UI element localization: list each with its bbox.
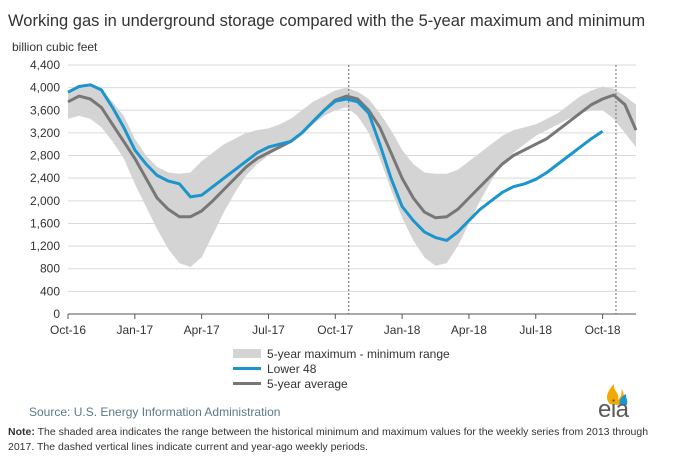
legend-label-lower48: Lower 48: [267, 361, 317, 376]
x-tick-label: Oct-16: [50, 323, 86, 337]
x-tick-label: Oct-17: [317, 323, 353, 337]
note-text: The shaded area indicates the range betw…: [8, 426, 649, 453]
chart-note: Note: The shaded area indicates the rang…: [8, 425, 658, 455]
five-year-average-line: [67, 93, 638, 220]
logo-wordmark: eia: [598, 396, 629, 423]
y-tick-label: 1,600: [30, 216, 60, 230]
legend-label-range: 5-year maximum - minimum range: [267, 346, 450, 361]
x-tick-label: Apr-17: [184, 323, 220, 337]
legend-item-avg: 5-year average: [233, 376, 450, 391]
x-tick-label: Jan-17: [116, 323, 153, 337]
legend-item-range: 5-year maximum - minimum range: [233, 346, 450, 361]
legend-label-avg: 5-year average: [267, 376, 348, 391]
y-axis-ticks: 0 400 800 1,200 1,600 2,000 2,400 2,800 3,200 3,6…: [30, 58, 60, 321]
x-tick-label: Jul-17: [252, 323, 285, 337]
y-axis-unit-label: billion cubic feet: [12, 40, 98, 54]
x-tick-label: Jan-18: [384, 323, 421, 337]
dashed-period-lines: [348, 65, 617, 314]
legend-swatch-lower48: [233, 367, 261, 370]
y-tick-label: 0: [53, 307, 60, 321]
chart-title: Working gas in underground storage compa…: [8, 12, 646, 30]
y-tick-label: 4,000: [30, 81, 60, 95]
y-tick-label: 3,200: [30, 126, 60, 140]
y-tick-label: 2,800: [30, 149, 60, 163]
y-tick-label: 800: [40, 262, 60, 276]
note-label: Note:: [8, 426, 35, 438]
chart-legend: 5-year maximum - minimum range Lower 48 …: [233, 346, 450, 391]
y-tick-label: 4,400: [30, 58, 60, 72]
storage-chart: 0 400 800 1,200 1,600 2,000 2,400 2,800 3,200 3,6…: [30, 58, 638, 337]
legend-swatch-range: [233, 349, 261, 358]
eia-logo: eia: [596, 380, 646, 424]
y-tick-label: 3,600: [30, 103, 60, 117]
y-tick-label: 1,200: [30, 239, 60, 253]
x-tick-label: Oct-18: [585, 323, 621, 337]
y-tick-label: 2,000: [30, 194, 60, 208]
y-tick-label: 400: [40, 284, 60, 298]
y-tick-label: 2,400: [30, 171, 60, 185]
x-axis-ticks: Oct-16 Jan-17 Apr-17 Jul-17 Oct-17 Jan-18 Apr-…: [50, 314, 621, 337]
five-year-range-area: [68, 84, 636, 267]
x-tick-label: Jul-18: [519, 323, 552, 337]
lower48-line: [67, 83, 604, 242]
flame-icon: [607, 384, 628, 405]
x-tick-label: Apr-18: [451, 323, 487, 337]
source-credit: Source: U.S. Energy Information Administ…: [29, 405, 281, 419]
legend-swatch-avg: [233, 382, 261, 385]
legend-item-lower48: Lower 48: [233, 361, 450, 376]
gridlines: [68, 64, 636, 292]
